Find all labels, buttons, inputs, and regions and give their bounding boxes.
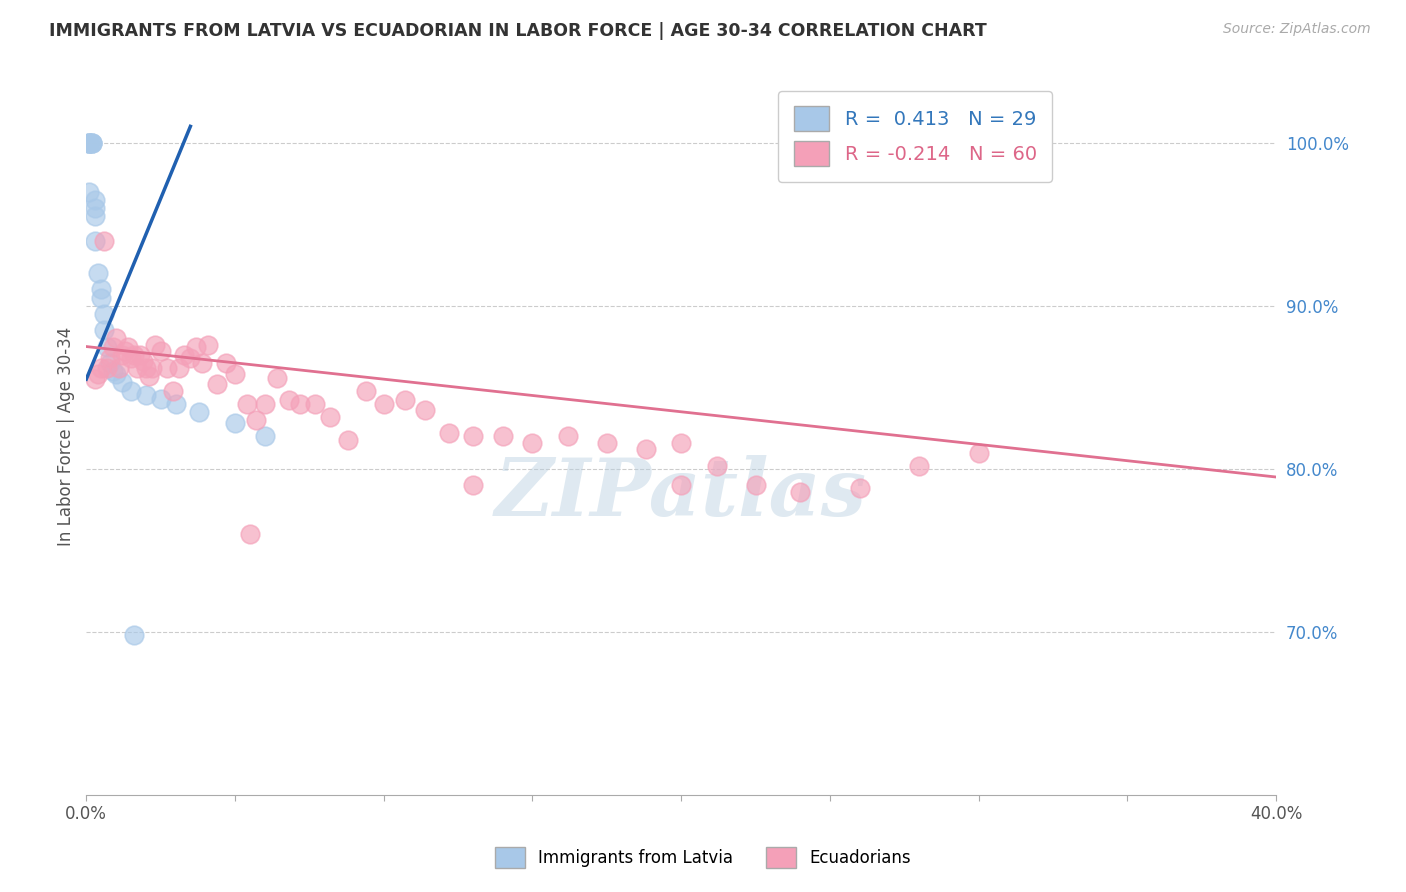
Point <box>634 442 657 457</box>
Point <box>138 368 160 383</box>
Point <box>87 266 110 280</box>
Point <box>77 185 100 199</box>
Point <box>84 201 107 215</box>
Point <box>337 433 360 447</box>
Point <box>93 307 115 321</box>
Point <box>908 458 931 473</box>
Point <box>149 392 172 406</box>
Point <box>188 405 211 419</box>
Point <box>706 458 728 473</box>
Point <box>135 388 157 402</box>
Point <box>848 482 870 496</box>
Point <box>87 368 110 382</box>
Point <box>98 351 121 365</box>
Point <box>522 435 544 450</box>
Point <box>128 348 150 362</box>
Point <box>596 435 619 450</box>
Point <box>93 234 115 248</box>
Point <box>101 364 124 378</box>
Point <box>143 338 166 352</box>
Point <box>122 348 145 362</box>
Point <box>82 136 104 150</box>
Point <box>191 356 214 370</box>
Point <box>96 360 118 375</box>
Point <box>179 351 201 365</box>
Point <box>84 209 107 223</box>
Point <box>114 344 136 359</box>
Point <box>373 397 395 411</box>
Point <box>304 397 326 411</box>
Point <box>84 372 107 386</box>
Point <box>437 425 460 440</box>
Point <box>125 360 148 375</box>
Point <box>354 384 377 398</box>
Point <box>117 340 139 354</box>
Point <box>290 397 312 411</box>
Point <box>149 344 172 359</box>
Point <box>77 136 100 150</box>
Point <box>162 384 184 398</box>
Point <box>90 291 112 305</box>
Point <box>173 348 195 362</box>
Text: IMMIGRANTS FROM LATVIA VS ECUADORIAN IN LABOR FORCE | AGE 30-34 CORRELATION CHAR: IMMIGRANTS FROM LATVIA VS ECUADORIAN IN … <box>49 22 987 40</box>
Point <box>90 360 112 375</box>
Point <box>111 348 134 362</box>
Point <box>105 331 128 345</box>
Point <box>82 136 104 150</box>
Point <box>186 340 208 354</box>
Point <box>236 397 259 411</box>
Legend: Immigrants from Latvia, Ecuadorians: Immigrants from Latvia, Ecuadorians <box>488 840 918 875</box>
Point <box>96 340 118 354</box>
Point <box>197 338 219 352</box>
Point <box>319 409 342 424</box>
Point <box>111 376 134 390</box>
Point <box>93 323 115 337</box>
Point <box>557 429 579 443</box>
Point <box>415 403 437 417</box>
Point <box>105 368 128 382</box>
Point <box>77 136 100 150</box>
Point <box>84 234 107 248</box>
Point <box>82 136 104 150</box>
Point <box>669 435 692 450</box>
Point <box>108 360 131 375</box>
Point <box>461 478 484 492</box>
Point <box>90 283 112 297</box>
Point <box>224 416 246 430</box>
Point <box>394 393 416 408</box>
Point <box>167 360 190 375</box>
Point <box>77 136 100 150</box>
Point <box>122 628 145 642</box>
Point <box>266 370 288 384</box>
Point <box>120 351 142 365</box>
Text: Source: ZipAtlas.com: Source: ZipAtlas.com <box>1223 22 1371 37</box>
Point <box>669 478 692 492</box>
Point <box>205 377 228 392</box>
Point <box>492 429 515 443</box>
Point <box>84 193 107 207</box>
Point <box>165 397 187 411</box>
Point <box>253 397 276 411</box>
Point <box>101 340 124 354</box>
Point <box>461 429 484 443</box>
Point <box>224 368 246 382</box>
Point <box>789 484 811 499</box>
Point <box>120 384 142 398</box>
Point <box>277 393 299 408</box>
Point <box>744 478 766 492</box>
Y-axis label: In Labor Force | Age 30-34: In Labor Force | Age 30-34 <box>58 326 75 546</box>
Point <box>215 356 238 370</box>
Point <box>98 356 121 370</box>
Point <box>239 527 262 541</box>
Point <box>141 360 163 375</box>
Legend: R =  0.413   N = 29, R = -0.214   N = 60: R = 0.413 N = 29, R = -0.214 N = 60 <box>779 91 1052 182</box>
Point <box>253 429 276 443</box>
Point <box>245 413 267 427</box>
Point <box>135 360 157 375</box>
Point <box>967 445 990 459</box>
Point <box>77 136 100 150</box>
Point <box>132 354 155 368</box>
Text: ZIPatlas: ZIPatlas <box>495 455 868 533</box>
Point <box>155 360 177 375</box>
